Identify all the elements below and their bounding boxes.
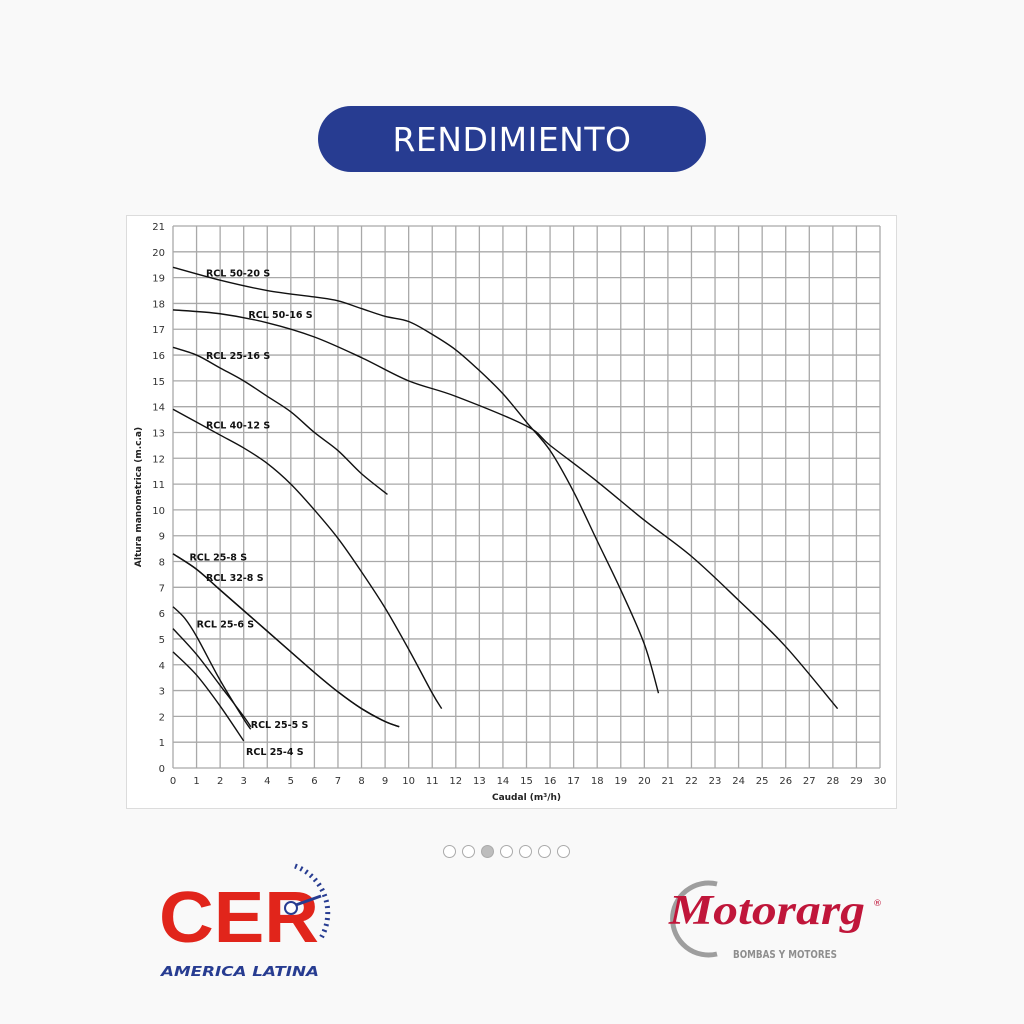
x-tick-label: 26 [779, 776, 792, 787]
carousel-dot[interactable] [481, 845, 494, 858]
registered-mark: ® [873, 899, 882, 909]
y-tick-label: 1 [159, 738, 165, 749]
x-tick-label: 21 [662, 776, 675, 787]
series-label: RCL 25-16 S [206, 351, 270, 362]
motorarg-logo-subtitle: BOMBAS Y MOTORES [733, 948, 837, 961]
y-tick-label: 17 [152, 325, 165, 336]
x-tick-label: 10 [402, 776, 415, 787]
series-line [172, 628, 252, 728]
series-label: RCL 50-20 S [206, 268, 270, 279]
y-tick-label: 5 [159, 635, 165, 646]
cer-logo: CER AMERICA LATINA [155, 862, 355, 987]
y-tick-label: 16 [152, 351, 165, 362]
x-tick-label: 3 [241, 776, 247, 787]
series-label: RCL 40-12 S [206, 421, 270, 432]
y-tick-label: 14 [152, 403, 165, 414]
y-tick-label: 0 [159, 764, 165, 775]
y-tick-label: 12 [152, 454, 165, 465]
x-tick-label: 22 [685, 776, 698, 787]
y-tick-label: 10 [152, 506, 165, 517]
x-tick-label: 9 [382, 776, 388, 787]
x-tick-label: 15 [520, 776, 533, 787]
x-tick-label: 27 [803, 776, 816, 787]
carousel-dot[interactable] [538, 845, 551, 858]
x-tick-label: 14 [497, 776, 510, 787]
x-tick-label: 24 [732, 776, 745, 787]
section-title: RENDIMIENTO [318, 106, 706, 172]
x-tick-label: 1 [193, 776, 199, 787]
carousel-dots [443, 845, 570, 858]
x-tick-label: 8 [358, 776, 364, 787]
cer-logo-wordmark: CER [159, 878, 319, 958]
x-tick-label: 17 [567, 776, 580, 787]
x-axis-label: Caudal (m³/h) [492, 793, 561, 803]
y-tick-label: 4 [159, 661, 165, 672]
performance-chart: 0 1 2 3 4 5 6 7 8 9 10 11 12 13 14 15 16 17 18 19 20 21 22 23 24… [134, 222, 887, 803]
cer-logo-subtitle: AMERICA LATINA [160, 965, 319, 980]
series-label: RCL 25-6 S [197, 619, 255, 630]
x-tick-label: 20 [638, 776, 651, 787]
x-tick-label: 18 [591, 776, 604, 787]
x-tick-label: 4 [264, 776, 270, 787]
carousel-dot[interactable] [443, 845, 456, 858]
series-line [172, 651, 245, 742]
x-tick-label: 30 [874, 776, 887, 787]
carousel-dot[interactable] [557, 845, 570, 858]
x-tick-label: 29 [850, 776, 863, 787]
y-tick-label: 8 [159, 558, 165, 569]
motorarg-logo-wordmark: Motorarg [668, 888, 865, 934]
y-tick-label: 2 [159, 712, 165, 723]
x-tick-label: 25 [756, 776, 769, 787]
series-line [172, 346, 388, 495]
series-line [172, 309, 839, 710]
series-line [172, 408, 443, 710]
y-tick-label: 11 [152, 480, 165, 491]
series-label: RCL 25-5 S [251, 720, 309, 731]
y-tick-label: 7 [159, 583, 165, 594]
y-tick-label: 15 [152, 377, 165, 388]
x-tick-label: 16 [544, 776, 557, 787]
x-tick-label: 7 [335, 776, 341, 787]
x-tick-label: 0 [170, 776, 176, 787]
carousel-dot[interactable] [500, 845, 513, 858]
series-label: RCL 25-4 S [246, 747, 304, 758]
x-tick-label: 23 [709, 776, 722, 787]
y-tick-label: 18 [152, 299, 165, 310]
carousel-dot[interactable] [462, 845, 475, 858]
x-tick-label: 12 [449, 776, 462, 787]
x-tick-label: 19 [614, 776, 627, 787]
series-line [172, 553, 400, 728]
series-line [172, 606, 252, 730]
x-tick-label: 6 [311, 776, 317, 787]
carousel-dot[interactable] [519, 845, 532, 858]
series-label: RCL 32-8 S [206, 573, 264, 584]
y-axis-label: Altura manometrica (m.c.a) [134, 427, 144, 567]
y-tick-label: 3 [159, 687, 165, 698]
x-tick-label: 11 [426, 776, 439, 787]
y-tick-label: 6 [159, 609, 165, 620]
series-line [172, 266, 660, 694]
y-tick-label: 13 [152, 428, 165, 439]
x-tick-label: 5 [288, 776, 294, 787]
y-tick-label: 21 [152, 222, 165, 233]
x-tick-label: 2 [217, 776, 223, 787]
series-label: RCL 50-16 S [248, 310, 312, 321]
x-tick-label: 13 [473, 776, 486, 787]
x-tick-label: 28 [826, 776, 839, 787]
series-label: RCL 25-8 S [189, 552, 247, 563]
y-tick-label: 19 [152, 274, 165, 285]
chart-frame: 0 1 2 3 4 5 6 7 8 9 10 11 12 13 14 15 16 17 18 19 20 21 22 23 24… [126, 215, 897, 809]
motorarg-logo: Motorarg BOMBAS Y MOTORES ® [655, 876, 885, 971]
y-tick-label: 20 [152, 248, 165, 259]
y-tick-label: 9 [159, 532, 165, 543]
